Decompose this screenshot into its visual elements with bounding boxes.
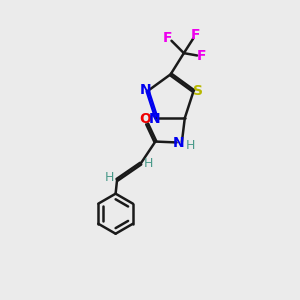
Text: S: S [193, 84, 203, 98]
Text: N: N [173, 136, 185, 150]
Text: F: F [191, 28, 200, 43]
Text: N: N [140, 83, 151, 97]
Text: F: F [163, 31, 173, 45]
Text: H: H [104, 171, 114, 184]
Text: N: N [148, 112, 160, 126]
Text: H: H [144, 157, 154, 169]
Text: F: F [197, 49, 206, 63]
Text: H: H [186, 139, 195, 152]
Text: O: O [140, 112, 151, 126]
